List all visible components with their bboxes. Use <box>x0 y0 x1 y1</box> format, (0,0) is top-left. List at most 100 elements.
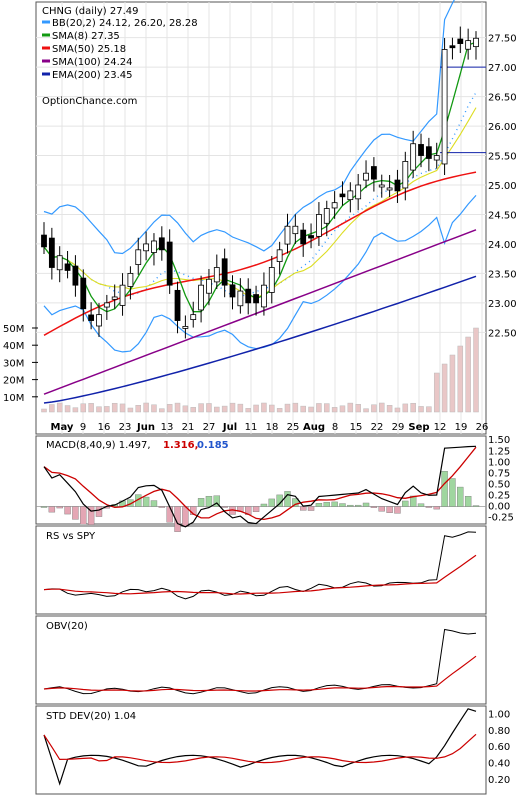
volume-tick-label: 10M <box>3 393 24 404</box>
candle-body <box>158 237 165 251</box>
macd-histogram-bar <box>441 471 448 507</box>
candle-body <box>103 302 110 308</box>
macd-histogram-bar <box>166 506 173 523</box>
volume-bar <box>151 404 157 413</box>
macd-tick-label: 0.50 <box>488 479 510 490</box>
volume-bar <box>174 402 181 413</box>
volume-bar <box>449 354 456 413</box>
macd-histogram-bar <box>386 506 393 513</box>
macd-histogram-bar <box>260 503 268 507</box>
candle-body <box>64 263 71 271</box>
macd-tick-label: 0.25 <box>488 490 510 501</box>
candle-body <box>119 284 126 306</box>
candle-body <box>363 172 369 181</box>
macd-histogram-bar <box>362 502 370 507</box>
price-tick-label: 27.50 <box>488 34 517 45</box>
volume-bar <box>402 403 409 413</box>
macd-histogram-bar <box>449 478 456 507</box>
date-tick-label: 12 <box>434 422 447 433</box>
volume-bar <box>143 402 149 413</box>
candle-body <box>355 184 362 200</box>
volume-tick-label: 30M <box>3 358 24 369</box>
std-line <box>43 708 477 786</box>
candle-body <box>316 214 322 237</box>
macd-histogram-bar <box>347 504 354 507</box>
volume-bar <box>457 345 464 413</box>
legend-entry: SMA(8) 27.35 <box>52 31 120 42</box>
volume-bar <box>363 408 369 413</box>
candle-body <box>276 249 283 262</box>
candles <box>41 26 479 339</box>
candle-body <box>402 161 409 189</box>
candle-body <box>284 225 291 245</box>
volume-bar <box>119 403 126 413</box>
candle-body <box>127 272 134 287</box>
volume-bar <box>127 407 134 413</box>
macd-histogram-bar <box>252 506 260 512</box>
candle-body <box>331 202 338 209</box>
candle-body <box>221 258 228 286</box>
candle-body <box>308 235 314 239</box>
candle-body <box>378 184 385 188</box>
candle-body <box>465 40 472 50</box>
date-tick-label: Sep <box>408 422 429 433</box>
volume-axis: 50M 40M 30M 20M 10M <box>3 324 38 404</box>
volume-tick-label: 50M <box>3 324 24 335</box>
std-tick-label: 0.20 <box>488 775 510 786</box>
macd-signal-line <box>43 446 477 521</box>
macd-histogram-bar <box>417 503 425 507</box>
volume-bar <box>308 406 314 413</box>
date-tick-label: 11 <box>245 422 258 433</box>
date-tick-label: May <box>51 422 74 433</box>
candle-body <box>323 208 330 224</box>
legend-entry: EMA(200) 23.45 <box>52 70 132 81</box>
macd-histogram-bar <box>292 498 299 507</box>
macd-histogram-bar <box>433 506 440 510</box>
volume-bar <box>72 407 79 413</box>
volume-bar <box>410 402 416 413</box>
std-tick-label: 1.00 <box>488 710 510 721</box>
volume-bar <box>206 403 212 413</box>
macd-histogram-bar <box>409 495 417 507</box>
date-tick-label: 27 <box>203 422 216 433</box>
volume-tick-label: 20M <box>3 376 24 387</box>
macd-tick-label: 0.00 <box>488 502 510 513</box>
volume-bar <box>64 405 71 413</box>
candle-body <box>48 237 55 268</box>
macd-histogram-bar <box>457 486 464 507</box>
candle-body <box>190 314 197 320</box>
panel-frames <box>35 1 487 795</box>
legend-entry: SMA(50) 25.18 <box>52 44 126 55</box>
volume-bar <box>166 404 173 413</box>
volume-bar <box>300 405 306 413</box>
date-tick-label: 16 <box>98 422 111 433</box>
macd-histogram-bar <box>213 495 221 507</box>
volume-bar <box>441 363 448 413</box>
volume-bar <box>245 408 251 413</box>
volume-bar <box>261 402 267 413</box>
volume-bar <box>80 403 87 413</box>
volume-bar <box>316 403 322 413</box>
date-tick-label: Jul <box>222 422 237 433</box>
candle-body <box>213 267 220 283</box>
volume-bar <box>111 402 118 413</box>
volume-bar <box>465 336 471 413</box>
volume-bar <box>292 402 299 413</box>
volume-bar <box>284 403 291 413</box>
macd-histogram-bar <box>354 504 362 507</box>
macd-histogram-bar <box>174 506 181 532</box>
volume-bar <box>386 405 393 413</box>
candle-body <box>268 267 275 293</box>
ema200-line <box>43 275 477 404</box>
candle-body <box>72 265 79 286</box>
legend: BB(20,2) 24.12, 26.20, 28.28 SMA(8) 27.35… <box>42 18 198 81</box>
std-axis: 1.00 0.80 0.60 0.40 0.20 <box>488 710 510 786</box>
volume-bar <box>214 406 220 413</box>
date-tick-label: 29 <box>392 422 405 433</box>
candle-body <box>245 288 252 304</box>
date-tick-label: 25 <box>287 422 300 433</box>
candle-body <box>347 190 354 201</box>
date-tick-label: 21 <box>182 422 195 433</box>
price-axis: 27.50 27.00 26.50 26.00 25.50 25.00 24.50 24.00… <box>488 34 517 340</box>
volume-bar <box>104 406 110 413</box>
